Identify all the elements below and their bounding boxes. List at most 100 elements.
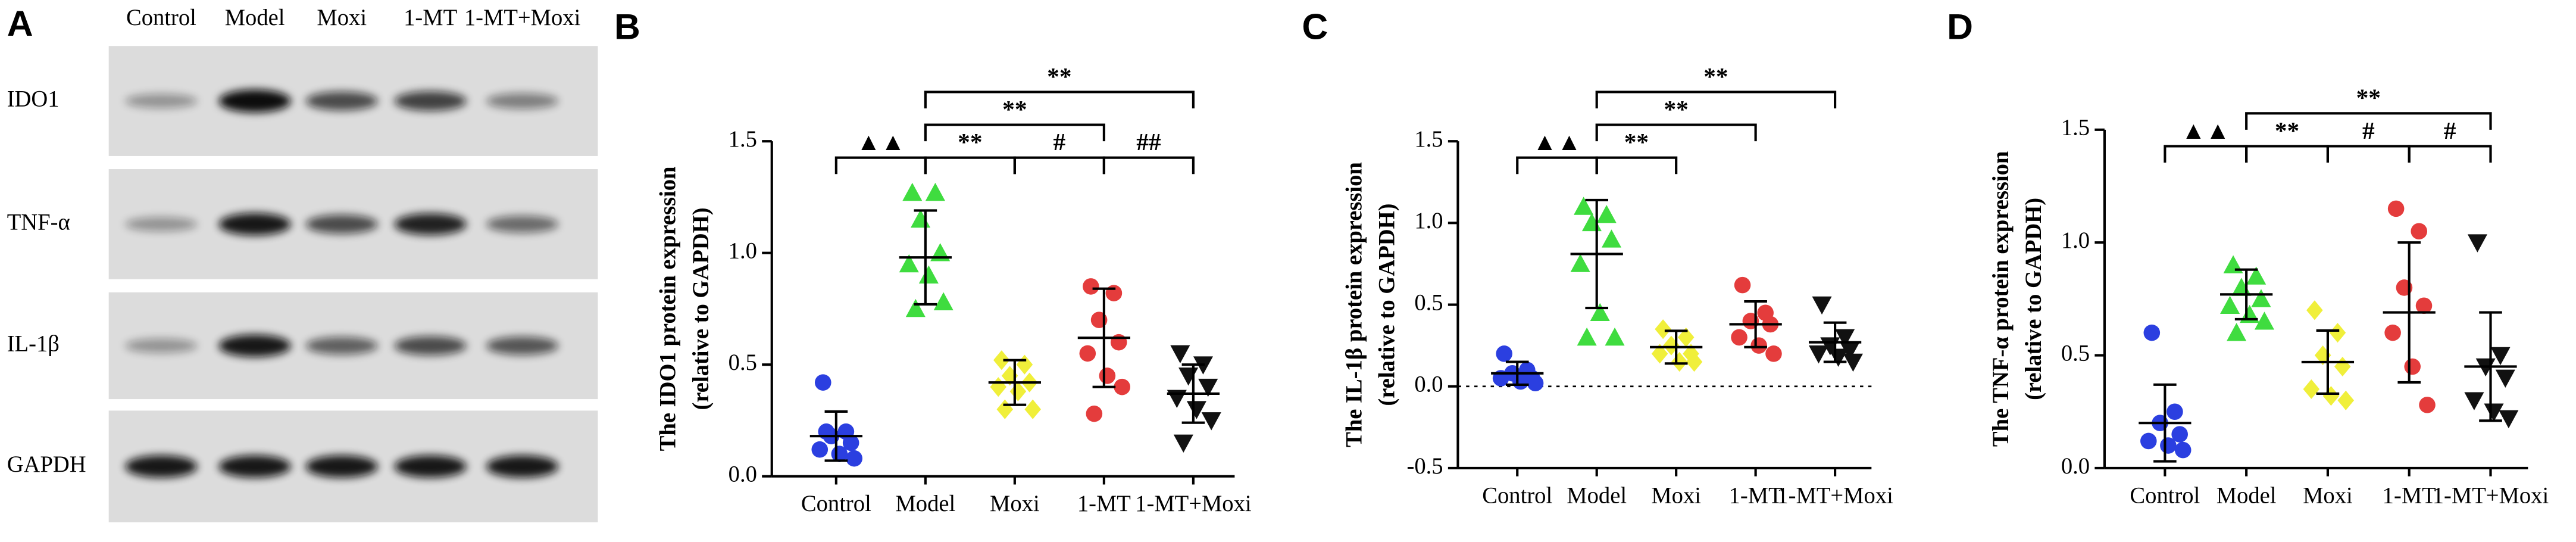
- x-tick-label: 1-MT: [1729, 483, 1783, 508]
- significance-label: **: [2275, 117, 2299, 144]
- group-points: [1808, 296, 1863, 372]
- point: [1808, 345, 1829, 364]
- point: [1099, 367, 1116, 384]
- panel-label: B: [614, 7, 640, 47]
- point: [2160, 437, 2177, 454]
- point: [1686, 352, 1703, 372]
- point: [902, 182, 923, 201]
- point: [2464, 392, 2484, 410]
- y-tick-label: 1.0: [1414, 208, 1443, 233]
- significance-bracket: [2326, 145, 2411, 163]
- point: [996, 399, 1014, 419]
- point: [2140, 432, 2157, 450]
- protein-label: GAPDH: [7, 452, 86, 477]
- point: [899, 254, 919, 273]
- y-tick-label: 1.0: [2061, 228, 2090, 253]
- group-points: [2140, 324, 2192, 459]
- band: [125, 455, 198, 478]
- y-tick-label: 0.5: [729, 350, 757, 375]
- band: [218, 89, 291, 113]
- x-tick-label: 1-MT+Moxi: [1777, 483, 1893, 508]
- significance-bracket: [1102, 156, 1195, 175]
- point: [2322, 386, 2340, 406]
- point: [1835, 329, 1855, 347]
- significance-label: #: [2444, 117, 2456, 144]
- y-axis-label: (relative to GAPDH): [2021, 198, 2046, 400]
- point: [925, 182, 945, 201]
- point: [1828, 348, 1849, 367]
- point: [918, 265, 939, 284]
- significance-bracket: [1516, 156, 1598, 175]
- y-tick-label: 0.0: [1414, 372, 1443, 397]
- group-points: [2384, 200, 2436, 413]
- significance-bracket: [1595, 91, 1837, 108]
- point: [1512, 373, 1529, 390]
- point: [2334, 356, 2351, 377]
- y-tick-label: 0.5: [1414, 290, 1443, 315]
- panel-label: C: [1302, 7, 1328, 47]
- y-tick-label: 0.5: [2061, 341, 2090, 366]
- significance-bracket: [1013, 156, 1105, 175]
- significance-label: **: [958, 128, 982, 155]
- point: [2171, 426, 2188, 443]
- band: [125, 338, 198, 353]
- point: [2174, 441, 2192, 459]
- point: [2495, 369, 2515, 388]
- point: [1605, 327, 1625, 346]
- band: [125, 94, 198, 108]
- point: [911, 209, 931, 228]
- x-tick-label: Model: [1567, 483, 1627, 508]
- band: [486, 216, 559, 233]
- point: [846, 450, 862, 467]
- point: [1527, 375, 1544, 392]
- point: [2303, 379, 2320, 399]
- point: [2254, 312, 2275, 330]
- point: [1110, 334, 1127, 351]
- protein-label: IL-1β: [7, 331, 60, 356]
- significance-label: ##: [1136, 128, 1161, 155]
- significance-label: ▲▲: [856, 128, 905, 155]
- significance-label: **: [1664, 95, 1688, 123]
- significance-label: #: [1053, 128, 1066, 155]
- point: [2411, 223, 2428, 240]
- point: [1114, 378, 1130, 395]
- point: [1843, 353, 1863, 372]
- point: [1198, 378, 1218, 397]
- band: [486, 337, 559, 355]
- significance-bracket: [1595, 123, 1757, 142]
- point: [1083, 278, 1099, 295]
- point: [1812, 296, 1832, 315]
- lane-label: Moxi: [317, 5, 367, 30]
- point: [1086, 405, 1103, 422]
- point: [2251, 289, 2271, 307]
- point: [1173, 434, 1193, 453]
- x-tick-label: Moxi: [990, 491, 1040, 516]
- significance-bracket: [924, 156, 1016, 175]
- point: [2387, 200, 2405, 217]
- band: [218, 213, 291, 236]
- band: [218, 334, 291, 357]
- band: [486, 93, 559, 109]
- y-axis-label: (relative to GAPDH): [1374, 203, 1399, 406]
- point: [1677, 327, 1695, 347]
- lane-label: Model: [225, 5, 285, 30]
- x-tick-label: Control: [1482, 483, 1552, 508]
- x-tick-label: 1-MT: [2383, 483, 2436, 508]
- panel-label: D: [1947, 7, 1973, 47]
- point: [2384, 324, 2401, 341]
- point: [1178, 367, 1199, 386]
- point: [990, 377, 1007, 397]
- band: [394, 336, 467, 356]
- point: [2415, 297, 2433, 314]
- y-tick-label: -0.5: [1406, 454, 1443, 479]
- lane-label: 1-MT+Moxi: [464, 5, 580, 30]
- significance-bracket: [1595, 156, 1678, 175]
- point: [2220, 295, 2240, 314]
- band: [218, 455, 291, 478]
- band: [305, 337, 378, 355]
- significance-label: **: [1002, 95, 1027, 123]
- panel-label: A: [7, 3, 33, 43]
- significance-label: **: [1703, 63, 1728, 90]
- significance-bracket: [2408, 145, 2492, 163]
